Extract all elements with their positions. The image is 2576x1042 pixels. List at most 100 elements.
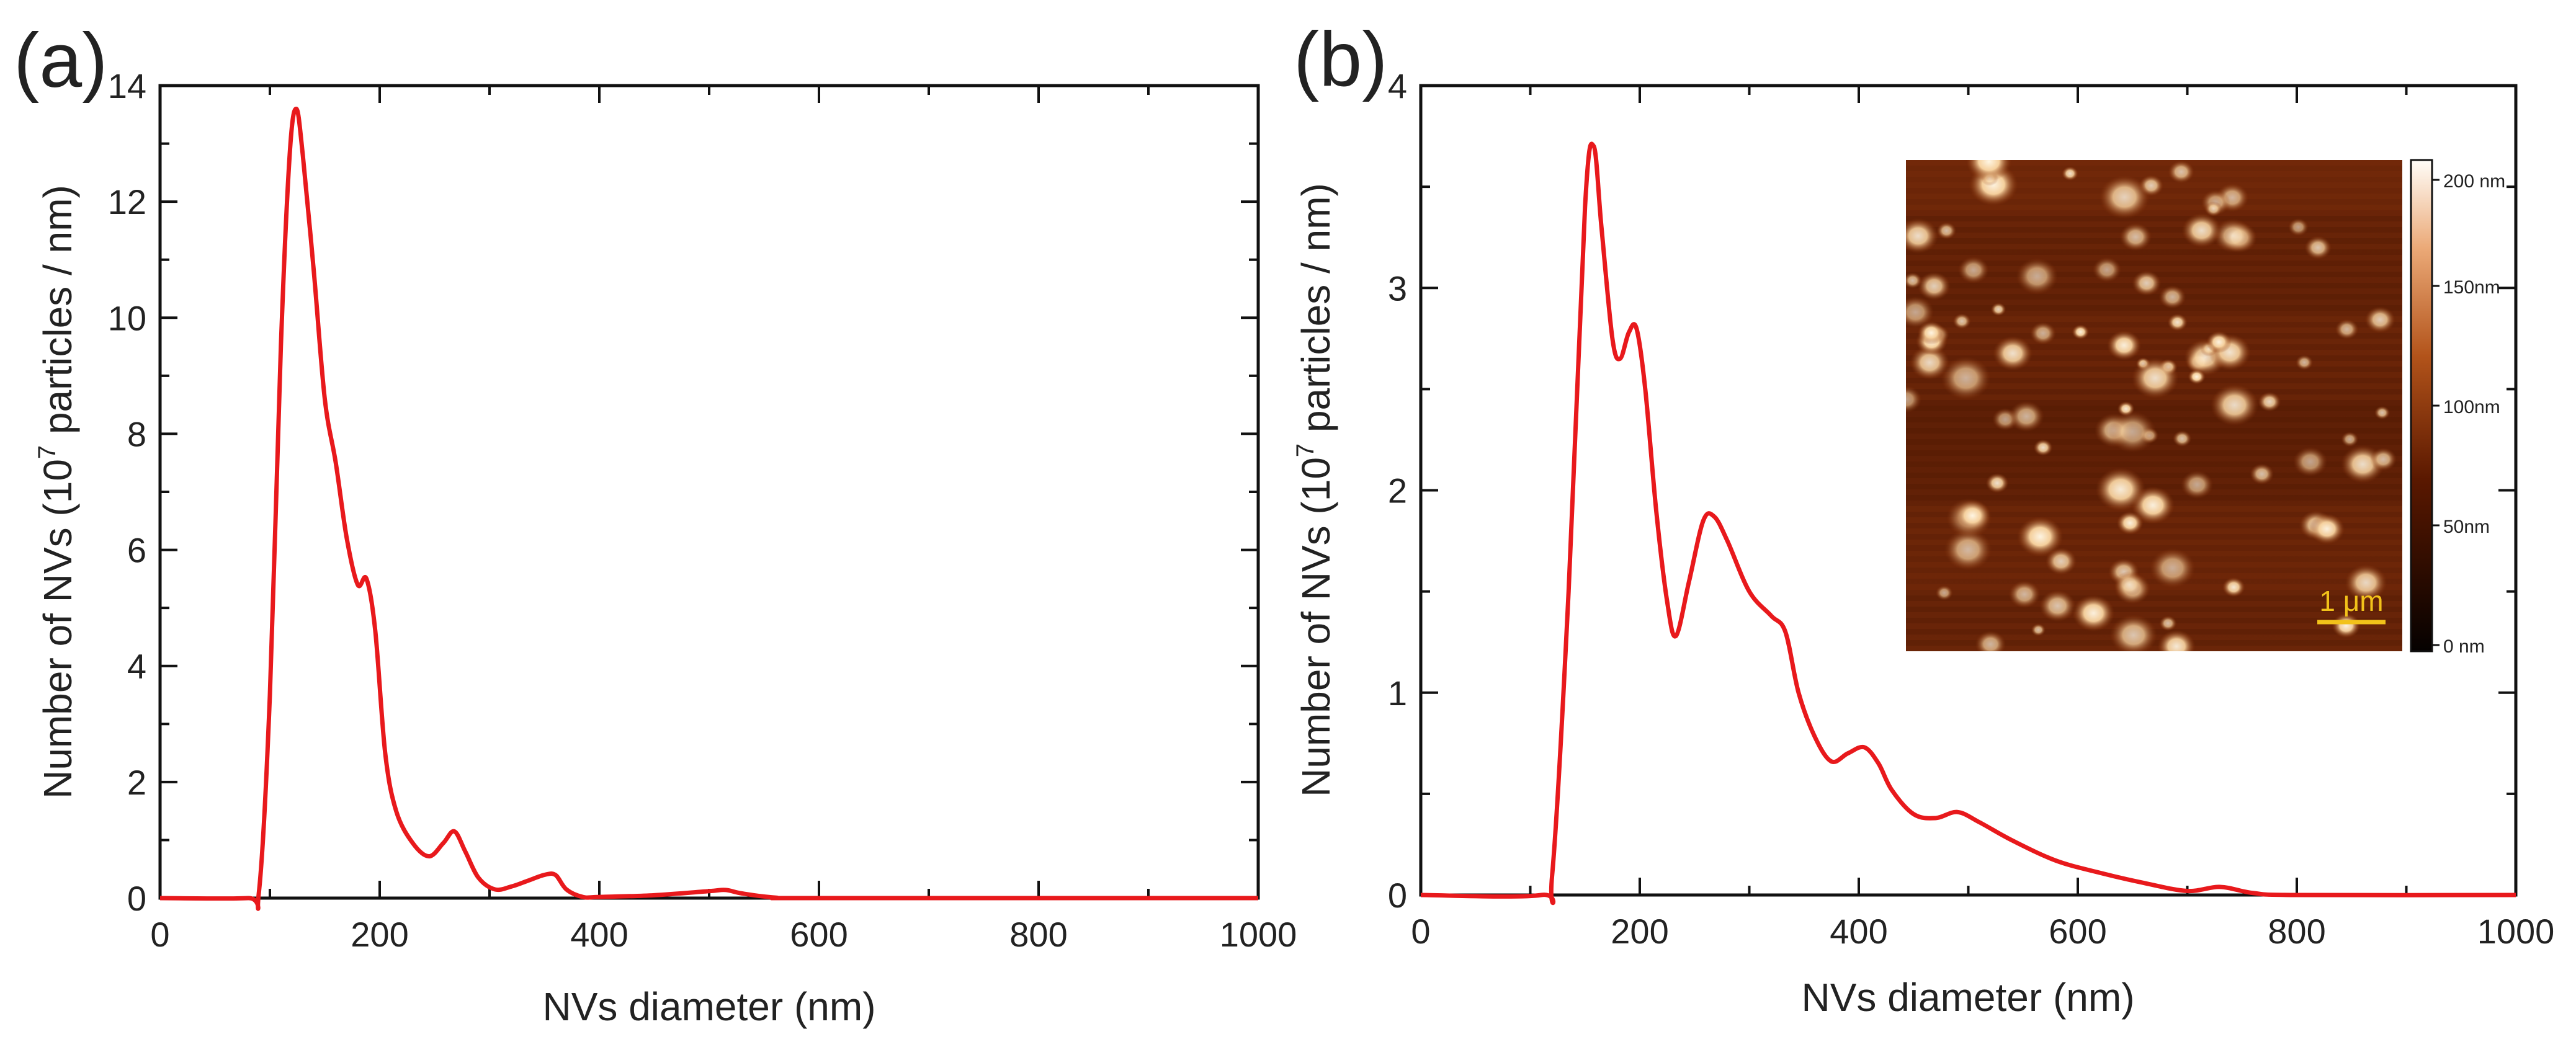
x-tick-label-b: 1000 bbox=[2477, 912, 2555, 951]
afm-particle bbox=[2157, 630, 2196, 651]
plot-frame-a bbox=[158, 84, 1260, 900]
afm-particle bbox=[1952, 313, 1971, 329]
afm-particle bbox=[2213, 218, 2253, 253]
afm-particle bbox=[2159, 615, 2177, 631]
afm-scan-line bbox=[1906, 350, 2402, 355]
y-tick-label-a: 4 bbox=[127, 647, 146, 686]
x-tick-label-a: 200 bbox=[351, 915, 408, 954]
series-line-b bbox=[1420, 141, 2516, 906]
panel-a: (a) 0 200 400 600 800 1000 0 2 4 6 8 10 12 14 NVs dia… bbox=[14, 18, 1297, 1029]
colorbar bbox=[2410, 159, 2433, 652]
afm-particle bbox=[2292, 447, 2328, 477]
afm-scan-line bbox=[1906, 584, 2402, 590]
afm-particle bbox=[1906, 385, 1922, 413]
afm-particle bbox=[2332, 613, 2361, 638]
colorbar-tick-label: 150nm bbox=[2443, 277, 2500, 298]
afm-scan-line bbox=[1906, 171, 2402, 177]
scale-bar-label: 1 μm bbox=[2319, 585, 2383, 617]
panel-b: (b) 0 200 400 600 800 1000 0 1 2 3 4 NVs diameter … bbox=[1292, 17, 2554, 1020]
afm-scan-line bbox=[1906, 227, 2402, 233]
afm-particle bbox=[1954, 500, 1991, 532]
afm-particle bbox=[1906, 296, 1934, 329]
afm-scan-line bbox=[1906, 160, 2402, 166]
x-tick-label-a: 1000 bbox=[1220, 915, 1297, 954]
y-tick-label-a: 14 bbox=[108, 66, 146, 105]
x-tick-label-b: 600 bbox=[2049, 912, 2106, 951]
y-tick-label-a: 10 bbox=[108, 298, 146, 337]
afm-scan-line bbox=[1906, 406, 2402, 411]
afm-particle bbox=[2149, 548, 2196, 588]
afm-particle bbox=[1936, 222, 1957, 239]
afm-scan-line bbox=[1906, 194, 2402, 199]
afm-scan-line bbox=[1906, 473, 2402, 478]
afm-scan-line bbox=[1906, 461, 2402, 467]
x-axis-label-a: NVs diameter (nm) bbox=[543, 984, 876, 1029]
afm-particle bbox=[1957, 256, 1989, 284]
afm-scan-line bbox=[1906, 249, 2402, 255]
afm-particle bbox=[2188, 369, 2206, 385]
colorbar-ticks: 200 nm 150nm 100nm 50nm 0 nm bbox=[2432, 171, 2505, 657]
y-axis-label-a: Number of NVs (107 particles / nm) bbox=[34, 185, 80, 799]
afm-particle bbox=[2364, 306, 2395, 333]
afm-particle bbox=[2072, 594, 2115, 632]
afm-particle bbox=[2092, 257, 2122, 282]
afm-particle bbox=[1990, 303, 2006, 316]
afm-particle bbox=[2341, 431, 2359, 447]
afm-scan-line bbox=[1906, 316, 2402, 322]
afm-particle bbox=[1918, 272, 1951, 301]
afm-particle bbox=[2131, 357, 2179, 399]
afm-particle bbox=[2017, 516, 2064, 557]
afm-particle bbox=[1993, 336, 2033, 371]
x-tick-label-b: 400 bbox=[1830, 912, 1887, 951]
afm-particle bbox=[1985, 473, 2009, 493]
colorbar-tick-label: 200 nm bbox=[2443, 171, 2505, 192]
afm-particle bbox=[2108, 411, 2157, 453]
x-tick-label-a: 0 bbox=[150, 915, 169, 954]
y-tick-label-a: 8 bbox=[127, 414, 146, 453]
afm-particle bbox=[2045, 548, 2077, 575]
afm-scan-line bbox=[1906, 260, 2402, 266]
afm-particle bbox=[2039, 590, 2076, 622]
afm-particle bbox=[2296, 355, 2314, 370]
afm-scan-line bbox=[1906, 305, 2402, 311]
afm-particle bbox=[2172, 430, 2192, 447]
afm-particle bbox=[2095, 468, 2146, 512]
afm-particle bbox=[2258, 391, 2281, 412]
afm-particle bbox=[1906, 218, 1939, 254]
colorbar-tick-label: 0 nm bbox=[2443, 636, 2485, 657]
y-tick-label-a: 2 bbox=[127, 763, 146, 802]
y-tick-label-b: 4 bbox=[1388, 66, 1407, 105]
panel-label-b: (b) bbox=[1294, 17, 1388, 102]
afm-particle bbox=[2119, 223, 2152, 251]
afm-scan-line bbox=[1906, 450, 2402, 456]
y-tick-label-b: 3 bbox=[1388, 269, 1407, 308]
y-tick-label-b: 2 bbox=[1388, 471, 1407, 510]
afm-particle bbox=[2132, 270, 2162, 296]
afm-particle bbox=[2008, 580, 2041, 608]
afm-particle bbox=[2211, 384, 2259, 426]
afm-scan-line bbox=[1906, 327, 2402, 333]
afm-scan-line bbox=[1906, 294, 2402, 300]
afm-particle bbox=[2033, 439, 2053, 456]
afm-particle bbox=[2304, 236, 2332, 260]
afm-scan-line bbox=[1906, 595, 2402, 601]
afm-particle bbox=[2099, 175, 2150, 220]
x-tick-label-b: 0 bbox=[1411, 912, 1430, 951]
afm-scan-line bbox=[1906, 618, 2402, 623]
afm-scan-line bbox=[1906, 216, 2402, 221]
afm-particle bbox=[2031, 623, 2046, 636]
series-line-a bbox=[159, 106, 1259, 911]
afm-particle bbox=[2109, 614, 2157, 651]
x-tick-label-b: 200 bbox=[1611, 912, 1668, 951]
afm-particle bbox=[2168, 160, 2194, 184]
afm-particle bbox=[2167, 313, 2188, 331]
afm-particle bbox=[2062, 166, 2078, 181]
ticks-b: 0 200 400 600 800 1000 0 1 2 3 4 bbox=[1388, 66, 2554, 951]
x-tick-label-a: 600 bbox=[790, 915, 847, 954]
y-tick-label-b: 0 bbox=[1388, 876, 1407, 915]
afm-particle bbox=[2180, 470, 2214, 499]
afm-particle bbox=[2008, 401, 2044, 432]
x-tick-label-a: 800 bbox=[1009, 915, 1067, 954]
y-tick-label-a: 12 bbox=[108, 182, 146, 221]
